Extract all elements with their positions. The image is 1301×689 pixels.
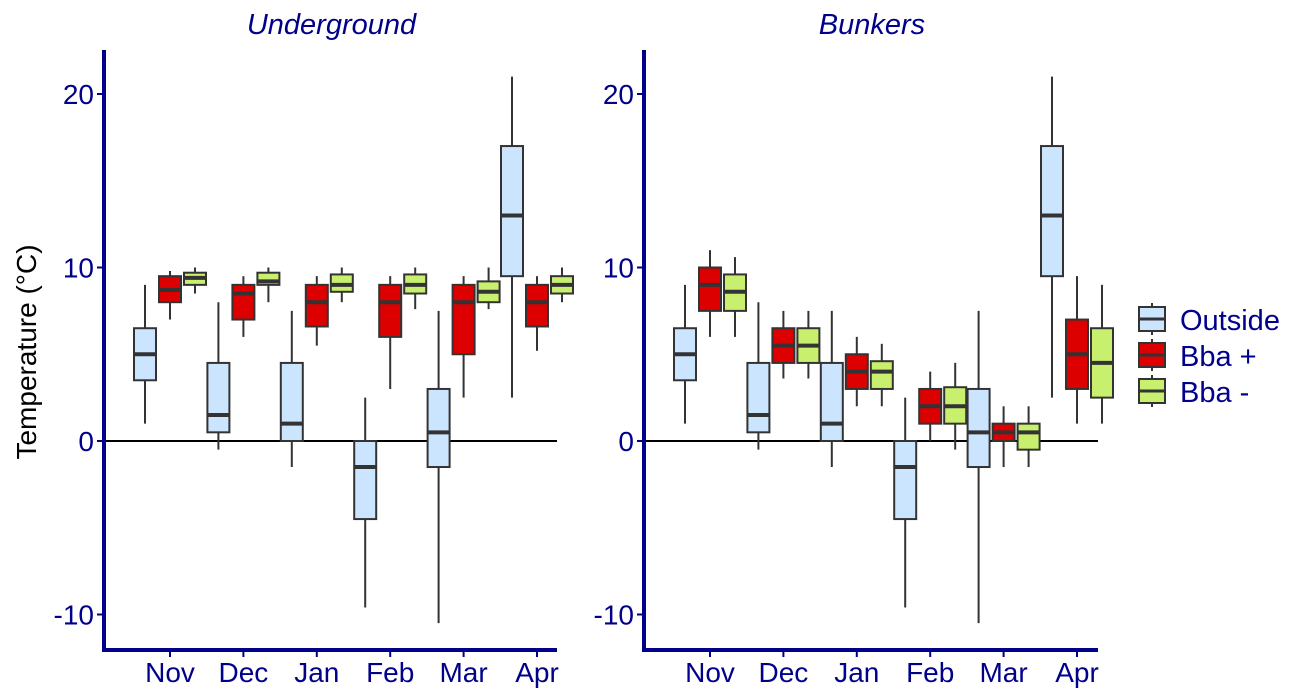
box-iqr	[279, 361, 304, 442]
panel-title: Bunkers	[819, 9, 925, 41]
box-iqr	[304, 283, 329, 328]
y-tick-label: -10	[54, 600, 94, 631]
x-tick-label: Mar	[439, 657, 487, 688]
x-tick-label: Feb	[366, 657, 414, 688]
box-jan-bba-minus	[869, 343, 894, 407]
box-iqr	[353, 440, 378, 521]
legend-key-bba-plus	[1138, 339, 1166, 371]
box-iqr	[500, 145, 524, 278]
legend-label-bba-minus: Bba -	[1180, 377, 1249, 409]
box-iqr	[525, 283, 549, 328]
x-tick-label: Apr	[515, 657, 559, 688]
box-apr-bba-plus	[1065, 276, 1089, 424]
box-dec-bba-minus	[796, 310, 821, 379]
y-tick-label: -10	[594, 600, 634, 631]
box-iqr	[966, 387, 991, 469]
box-nov-bba-minus	[723, 257, 747, 337]
panel-title: Underground	[247, 9, 417, 41]
y-tick-label: 0	[78, 426, 94, 457]
box-jan-outside	[279, 310, 304, 468]
x-tick-label: Jan	[294, 657, 339, 688]
box-iqr	[893, 440, 918, 521]
x-tick-label: Nov	[685, 657, 735, 688]
legend-key-outside	[1138, 303, 1166, 335]
box-feb-outside	[353, 397, 378, 608]
x-tick-label: Mar	[979, 657, 1027, 688]
box-iqr	[869, 360, 894, 390]
x-tick-label: Apr	[1055, 657, 1099, 688]
box-feb-bba-minus	[943, 362, 968, 450]
box-iqr	[1016, 422, 1041, 451]
box-mar-bba-plus	[451, 276, 476, 398]
x-tick-label: Dec	[759, 657, 809, 688]
box-feb-outside	[893, 397, 918, 608]
box-iqr	[378, 283, 403, 338]
y-tick-label: 20	[63, 79, 94, 110]
legend: Outside Bba + Bba -	[1138, 303, 1280, 409]
box-mar-outside	[426, 310, 451, 624]
y-axis-title: Temperature (°C)	[11, 244, 42, 459]
x-tick-label: Jan	[834, 657, 879, 688]
box-feb-bba-minus	[403, 267, 428, 310]
box-nov-bba-plus	[698, 250, 722, 337]
box-apr-bba-minus	[1090, 284, 1114, 424]
box-iqr	[206, 361, 231, 434]
box-dec-outside	[746, 302, 771, 450]
box-iqr	[426, 387, 451, 469]
box-mar-outside	[966, 310, 991, 624]
y-tick-label: 10	[603, 253, 634, 284]
legend-label-bba-plus: Bba +	[1180, 341, 1257, 373]
x-tick-label: Feb	[906, 657, 954, 688]
legend-key-bba-minus	[1138, 375, 1166, 407]
box-iqr	[698, 266, 722, 312]
box-feb-bba-plus	[378, 276, 403, 389]
box-mar-bba-plus	[991, 406, 1016, 468]
box-dec-bba-minus	[256, 267, 281, 303]
box-iqr	[1040, 145, 1064, 278]
y-tick-label: 0	[618, 426, 634, 457]
box-dec-bba-plus	[771, 310, 796, 379]
box-iqr	[451, 283, 476, 356]
box-jan-outside	[819, 310, 844, 468]
box-iqr	[746, 361, 771, 434]
y-tick-label: 10	[63, 253, 94, 284]
panel-bunkers: Bunkers -10 0 10 20 Nov Dec Jan Feb Mar Apr	[594, 9, 1114, 688]
box-iqr	[231, 283, 256, 321]
box-apr-bba-plus	[525, 276, 549, 351]
box-jan-bba-minus	[329, 267, 354, 303]
box-apr-bba-minus	[550, 267, 574, 303]
box-feb-bba-plus	[918, 371, 943, 441]
box-apr-outside	[1040, 76, 1064, 398]
y-tick-label: 20	[603, 79, 634, 110]
x-tick-label: Nov	[145, 657, 195, 688]
box-nov-outside	[673, 284, 697, 424]
box-nov-bba-plus	[158, 270, 182, 320]
box-jan-bba-plus	[304, 276, 329, 346]
box-nov-outside	[133, 284, 157, 424]
x-tick-label: Dec	[219, 657, 269, 688]
panel-underground: Underground -10 0 10 20 Nov Dec Jan Feb Mar Apr	[54, 9, 574, 688]
box-dec-outside	[206, 302, 231, 450]
box-iqr	[819, 361, 844, 442]
box-mar-bba-minus	[476, 267, 501, 310]
box-jan-bba-plus	[844, 336, 869, 407]
box-dec-bba-plus	[231, 276, 256, 337]
box-apr-outside	[500, 76, 524, 398]
box-mar-bba-minus	[1016, 406, 1041, 468]
legend-label-outside: Outside	[1180, 305, 1280, 337]
box-nov-bba-minus	[183, 267, 207, 294]
